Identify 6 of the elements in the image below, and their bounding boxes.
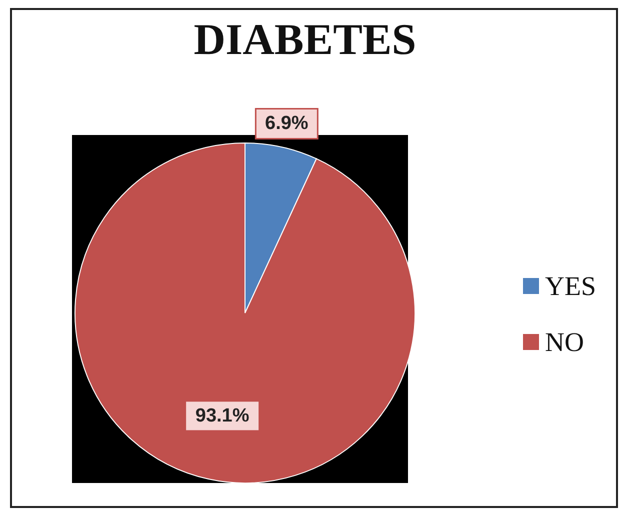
pie-slice <box>74 142 416 484</box>
data-label: 6.9% <box>265 113 308 134</box>
chart-title: DIABETES <box>192 14 418 65</box>
legend-label: NO <box>544 326 584 359</box>
legend-label: YES <box>544 270 596 303</box>
data-label: 93.1% <box>195 405 250 426</box>
